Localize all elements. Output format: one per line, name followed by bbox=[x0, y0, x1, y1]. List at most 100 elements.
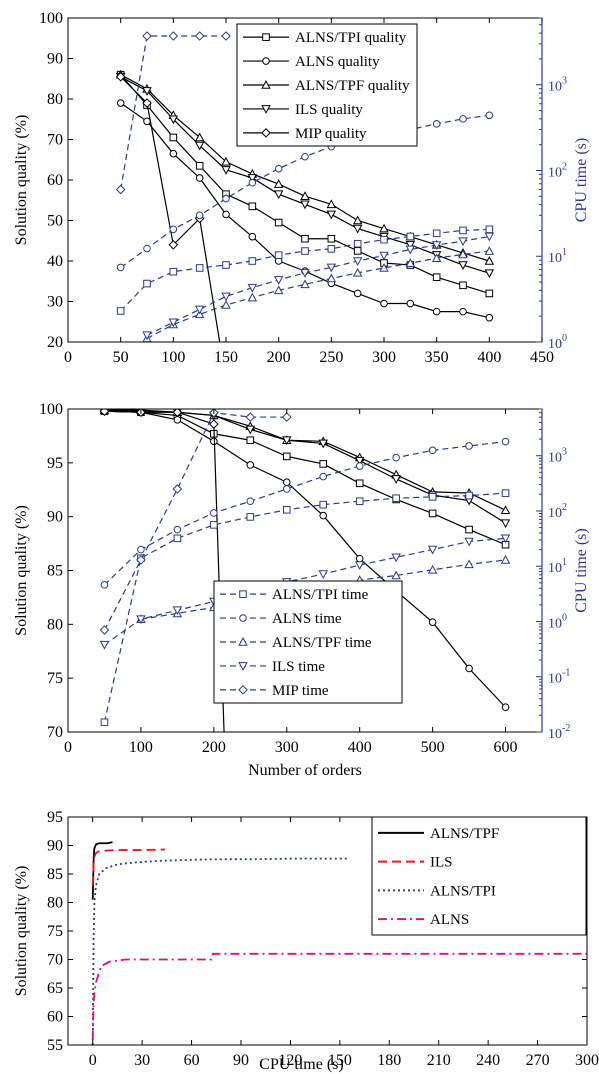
legend-label: ILS time bbox=[272, 659, 325, 675]
data-point bbox=[194, 132, 205, 142]
data-point bbox=[245, 412, 256, 422]
data-point bbox=[459, 226, 467, 235]
data-point bbox=[354, 456, 365, 466]
data-point bbox=[352, 267, 363, 277]
series-line-quality-triangle-down bbox=[104, 409, 506, 524]
y-tick-label: 80 bbox=[47, 616, 63, 633]
legend-marker bbox=[238, 637, 248, 646]
y-tick-label: 55 bbox=[47, 1037, 63, 1054]
data-point bbox=[115, 71, 126, 82]
data-point bbox=[247, 292, 258, 302]
data-point bbox=[115, 184, 126, 195]
data-point bbox=[485, 225, 494, 234]
data-point bbox=[485, 111, 494, 120]
data-point bbox=[172, 606, 183, 616]
data-point bbox=[464, 559, 474, 569]
data-point bbox=[172, 409, 183, 418]
data-point bbox=[500, 554, 511, 564]
data-point bbox=[245, 425, 256, 435]
data-point bbox=[116, 263, 125, 272]
data-point bbox=[172, 484, 183, 494]
data-point bbox=[459, 307, 467, 316]
y2-tick-label: 101 bbox=[548, 247, 567, 266]
data-point bbox=[428, 509, 437, 518]
data-point bbox=[282, 436, 292, 446]
y-tick-label: 30 bbox=[47, 294, 63, 311]
data-point bbox=[246, 461, 255, 469]
data-point bbox=[300, 269, 310, 278]
x-tick-label: 200 bbox=[267, 349, 291, 366]
legend-label: ALNS/TPI bbox=[430, 883, 496, 899]
data-point bbox=[501, 437, 510, 446]
legend-label: ILS bbox=[430, 855, 453, 871]
data-point bbox=[406, 299, 415, 308]
data-point bbox=[318, 439, 328, 449]
data-point bbox=[248, 202, 257, 211]
data-point bbox=[136, 555, 146, 565]
data-point bbox=[273, 190, 284, 200]
data-point bbox=[326, 210, 337, 220]
legend: ALNS/TPF ILS ALNS/TPI ALNS bbox=[371, 816, 587, 936]
data-point bbox=[484, 269, 495, 279]
data-point bbox=[427, 545, 438, 555]
legend-marker bbox=[238, 685, 248, 695]
data-point bbox=[352, 215, 363, 225]
data-point bbox=[432, 120, 441, 128]
x-tick-label: 400 bbox=[477, 349, 501, 366]
data-point bbox=[326, 199, 337, 209]
x-tick-label: 0 bbox=[89, 1052, 97, 1069]
legend-box bbox=[371, 816, 587, 936]
data-point bbox=[353, 247, 362, 255]
y2-tick-label: 100 bbox=[548, 333, 567, 352]
data-point bbox=[273, 276, 284, 285]
legend-label: ALNS time bbox=[272, 611, 342, 627]
data-point bbox=[355, 462, 364, 470]
x-tick-label: 30 bbox=[134, 1052, 150, 1069]
data-point bbox=[392, 453, 400, 462]
data-point bbox=[248, 178, 257, 187]
x-tick-label: 300 bbox=[275, 739, 299, 756]
series-line-time-triangle-down bbox=[146, 235, 490, 336]
y-tick-label: 60 bbox=[47, 1009, 63, 1026]
series-line-ils-time bbox=[104, 537, 506, 646]
data-point bbox=[99, 640, 110, 650]
data-point bbox=[327, 234, 336, 243]
data-point bbox=[209, 419, 219, 429]
y2-tick-label: 103 bbox=[548, 447, 567, 466]
y-axis-label: Solution quality (%) bbox=[13, 866, 30, 997]
x-tick-label: 210 bbox=[427, 1052, 451, 1069]
series-line-quality-square bbox=[104, 410, 506, 546]
data-point bbox=[273, 179, 284, 188]
data-point bbox=[169, 225, 178, 234]
data-point bbox=[273, 285, 284, 295]
legend-marker bbox=[262, 57, 270, 65]
data-point bbox=[379, 223, 389, 233]
data-point bbox=[464, 537, 474, 547]
data-point bbox=[379, 263, 389, 272]
chart-2: 0 100 200 300 400 500 600 70 75 80 85 90 95 100 10-2 10… bbox=[13, 401, 590, 779]
data-point bbox=[484, 256, 495, 265]
data-point bbox=[465, 525, 473, 534]
data-point bbox=[465, 664, 473, 673]
data-point bbox=[142, 331, 152, 341]
series-line-quality-circle bbox=[104, 410, 506, 708]
y-tick-label: 20 bbox=[47, 334, 63, 351]
data-point bbox=[282, 505, 291, 514]
data-point bbox=[281, 412, 292, 422]
data-point bbox=[282, 485, 291, 493]
data-point bbox=[355, 554, 364, 563]
x-tick-label: 90 bbox=[233, 1052, 249, 1069]
data-point bbox=[301, 234, 309, 243]
y2-tick-label: 103 bbox=[548, 76, 567, 95]
data-point bbox=[500, 534, 511, 544]
data-point bbox=[282, 452, 291, 461]
series-line-alns-time bbox=[104, 440, 506, 586]
legend-label: ALNS/TPI quality bbox=[295, 30, 407, 46]
data-point bbox=[221, 31, 231, 41]
data-point bbox=[301, 247, 309, 255]
data-point bbox=[274, 164, 283, 173]
data-point bbox=[406, 232, 415, 241]
data-point bbox=[380, 299, 388, 308]
y-axis-label: Solution quality (%) bbox=[13, 505, 30, 636]
y-tick-label: 95 bbox=[47, 809, 63, 826]
